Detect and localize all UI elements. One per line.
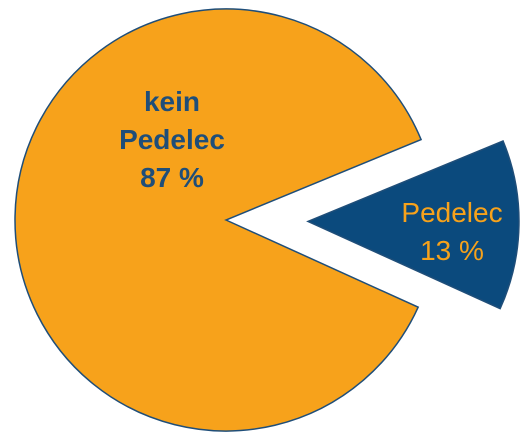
- slice-label: kein Pedelec 87 %: [112, 83, 232, 197]
- category-label: Pedelec: [401, 197, 503, 228]
- value-label: 13 %: [420, 235, 484, 266]
- value-label: 87 %: [140, 162, 204, 193]
- pie-slice: [14, 8, 423, 432]
- pie-slice: [306, 140, 520, 310]
- category-label: kein Pedelec: [119, 86, 225, 155]
- slice-label: Pedelec 13 %: [382, 194, 522, 270]
